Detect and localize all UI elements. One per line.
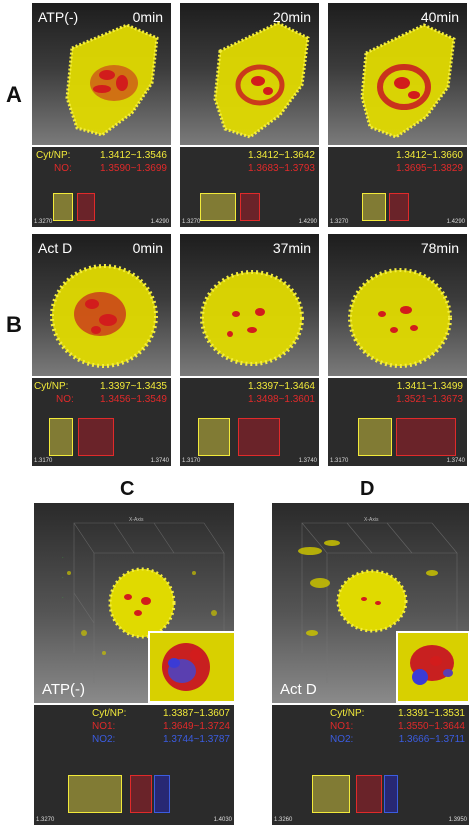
legend-range-no: 1.3590~1.3699 xyxy=(99,163,167,174)
legend-box-yellow xyxy=(358,418,392,456)
legend-range-no1: 1.3550~1.3644 xyxy=(397,721,465,732)
legend-box-blue xyxy=(154,775,170,813)
legend-box-yellow xyxy=(312,775,350,813)
ri-scale-d: Cyt/NP: 1.3391~1.3531 NO1: 1.3550~1.3644… xyxy=(272,705,469,825)
scale-min: 1.3270 xyxy=(330,219,349,225)
legend-range-no1: 1.3649~1.3724 xyxy=(162,721,230,732)
ri-scale-a-0min: Cyt/NP: 1.3412~1.3546 NO: 1.3590~1.3699 … xyxy=(32,147,171,227)
legend-label-no1: NO1: xyxy=(330,721,354,732)
condition-label: Act D xyxy=(280,681,317,698)
legend-box-yellow xyxy=(362,193,386,221)
legend-box-red xyxy=(77,193,95,221)
svg-text:-: - xyxy=(62,594,64,599)
microscopy-image-b-0min: Act D 0min xyxy=(32,234,171,376)
ri-scale-b-78min: 1.3411~1.3499 1.3521~1.3673 1.3170 1.374… xyxy=(328,378,467,466)
scale-min: 1.3170 xyxy=(330,458,349,464)
condition-label: ATP(-) xyxy=(42,681,86,698)
legend-range-no2: 1.3744~1.3787 xyxy=(162,734,230,745)
axis-label: X-Axis xyxy=(129,517,144,523)
scale-min: 1.3170 xyxy=(34,458,53,464)
microscopy-image-a-40min: 40min xyxy=(328,3,467,145)
legend-label-no1: NO1: xyxy=(92,721,116,732)
condition-label: Act D xyxy=(38,240,73,256)
legend-box-blue xyxy=(384,775,398,813)
svg-text:-: - xyxy=(62,554,64,559)
legend-label-cyt: Cyt/NP: xyxy=(34,381,69,392)
scale-max: 1.4290 xyxy=(150,219,169,225)
legend-box-yellow xyxy=(53,193,73,221)
scale-max: 1.4030 xyxy=(213,817,232,823)
legend-range-cyt: 1.3397~1.3464 xyxy=(247,381,315,392)
legend-range-no: 1.3498~1.3601 xyxy=(247,394,315,405)
scale-max: 1.3740 xyxy=(298,458,317,464)
microscopy-image-b-78min: 78min xyxy=(328,234,467,376)
panel-letter-d: D xyxy=(360,478,375,500)
time-label: 78min xyxy=(420,240,459,256)
legend-box-red xyxy=(389,193,409,221)
legend-box-red xyxy=(78,418,114,456)
scale-min: 1.3260 xyxy=(274,817,293,823)
legend-range-no: 1.3695~1.3829 xyxy=(395,163,463,174)
legend-label-cyt: Cyt/NP: xyxy=(92,708,127,719)
time-label: 40min xyxy=(420,9,459,25)
ri-scale-a-20min: 1.3412~1.3642 1.3683~1.3793 1.3270 1.429… xyxy=(180,147,319,227)
svg-text:-: - xyxy=(62,574,64,579)
time-label: 20min xyxy=(272,9,311,25)
scale-min: 1.3170 xyxy=(182,458,201,464)
legend-box-red xyxy=(238,418,280,456)
legend-label-no: NO: xyxy=(54,163,72,174)
legend-range-cyt: 1.3412~1.3546 xyxy=(99,150,167,161)
ri-scale-b-0min: Cyt/NP: 1.3397~1.3435 NO: 1.3456~1.3549 … xyxy=(32,378,171,466)
legend-box-yellow xyxy=(200,193,236,221)
legend-range-cyt: 1.3411~1.3499 xyxy=(396,381,463,392)
legend-box-red xyxy=(396,418,456,456)
legend-box-red xyxy=(240,193,260,221)
legend-range-no2: 1.3666~1.3711 xyxy=(398,734,465,745)
legend-range-cyt: 1.3412~1.3660 xyxy=(395,150,463,161)
legend-label-no2: NO2: xyxy=(330,734,354,745)
scale-max: 1.3950 xyxy=(448,817,467,823)
scale-max: 1.3740 xyxy=(150,458,169,464)
scale-max: 1.4290 xyxy=(446,219,465,225)
microscopy-image-a-0min: ATP(-) 0min xyxy=(32,3,171,145)
legend-box-yellow xyxy=(49,418,73,456)
legend-label-cyt: Cyt/NP: xyxy=(36,150,71,161)
legend-box-red xyxy=(130,775,152,813)
ri-scale-a-40min: 1.3412~1.3660 1.3695~1.3829 1.3270 1.429… xyxy=(328,147,467,227)
legend-label-cyt: Cyt/NP: xyxy=(330,708,365,719)
ri-scale-b-37min: 1.3397~1.3464 1.3498~1.3601 1.3170 1.374… xyxy=(180,378,319,466)
microscopy-image-b-37min: 37min xyxy=(180,234,319,376)
legend-label-no: NO: xyxy=(56,394,74,405)
legend-box-yellow xyxy=(68,775,122,813)
legend-range-no: 1.3683~1.3793 xyxy=(247,163,315,174)
scale-min: 1.3270 xyxy=(34,219,53,225)
time-label: 0min xyxy=(132,240,163,256)
legend-range-cyt: 1.3391~1.3531 xyxy=(397,708,465,719)
microscopy-image-c: - - - X-Axis ATP(-) xyxy=(34,503,234,703)
time-label: 0min xyxy=(132,9,163,25)
scale-min: 1.3270 xyxy=(36,817,55,823)
panel-letter-c: C xyxy=(120,478,135,500)
row-label-a: A xyxy=(6,82,22,107)
scale-max: 1.4290 xyxy=(298,219,317,225)
time-label: 37min xyxy=(272,240,311,256)
legend-range-cyt: 1.3387~1.3607 xyxy=(162,708,230,719)
row-label-b: B xyxy=(6,312,22,337)
scale-min: 1.3270 xyxy=(182,219,201,225)
legend-range-no: 1.3456~1.3549 xyxy=(99,394,167,405)
nucleus-inset xyxy=(148,631,234,703)
nucleus-inset xyxy=(396,631,469,703)
legend-range-cyt: 1.3412~1.3642 xyxy=(247,150,315,161)
axis-label: X-Axis xyxy=(364,517,379,523)
legend-label-no2: NO2: xyxy=(92,734,116,745)
legend-range-cyt: 1.3397~1.3435 xyxy=(99,381,167,392)
legend-box-red xyxy=(356,775,382,813)
legend-box-yellow xyxy=(198,418,230,456)
ri-scale-c: Cyt/NP: 1.3387~1.3607 NO1: 1.3649~1.3724… xyxy=(34,705,234,825)
microscopy-image-a-20min: 20min xyxy=(180,3,319,145)
legend-range-no: 1.3521~1.3673 xyxy=(395,394,463,405)
scale-max: 1.3740 xyxy=(446,458,465,464)
microscopy-image-d: X-Axis Act D xyxy=(272,503,469,703)
condition-label: ATP(-) xyxy=(38,9,79,25)
